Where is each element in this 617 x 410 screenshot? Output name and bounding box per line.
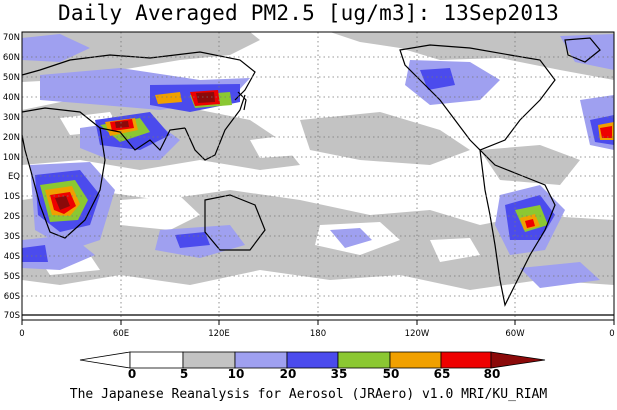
lat-labels: 70N 60N 50N 40N 30N 20N 10N EQ 10S 20S 3… <box>3 33 20 321</box>
colorbar-level: 0 <box>127 367 137 381</box>
colorbar-swatch <box>440 351 492 369</box>
colorbar-swatch <box>234 351 288 369</box>
colorbar-level: 5 <box>179 367 189 381</box>
footer-credit: The Japanese Reanalysis for Aerosol (JRA… <box>69 387 548 402</box>
colorbar-level: 35 <box>330 367 348 381</box>
lon-label: 120E <box>208 329 230 339</box>
lon-label: 0 <box>19 329 24 339</box>
lon-labels: 0 60E 120E 180 120W 60W 0 <box>19 329 614 339</box>
lat-label: 70N <box>3 33 20 43</box>
colorbar-level: 20 <box>279 367 297 381</box>
colorbar-swatch <box>286 351 339 369</box>
lat-label: 40S <box>4 252 20 262</box>
lat-label: 60N <box>3 53 20 63</box>
colorbar-level: 80 <box>483 367 501 381</box>
lat-label: 50N <box>3 73 20 83</box>
colorbar-level: 65 <box>433 367 451 381</box>
pm25-darkred-layer <box>55 92 215 210</box>
coastlines <box>21 37 614 316</box>
lat-label: 10N <box>3 153 20 163</box>
lat-label: 50S <box>4 272 20 282</box>
lon-label: 120W <box>405 329 430 339</box>
lon-label: 60E <box>113 329 129 339</box>
lon-label: 180 <box>310 329 326 339</box>
lat-label: 30N <box>3 113 20 123</box>
colorbar-swatch-upper <box>490 351 546 369</box>
lat-label: 40N <box>3 93 20 103</box>
lat-label: 20S <box>4 212 20 222</box>
lat-label: 60S <box>4 292 20 302</box>
map-title: Daily Averaged PM2.5 [ug/m3]: 13Sep2013 <box>58 1 559 25</box>
colorbar-swatch <box>389 351 442 369</box>
colorbar-level: 10 <box>227 367 245 381</box>
tick-marks <box>21 320 615 325</box>
colorbar-swatch-lower <box>79 351 131 369</box>
lat-label: 10S <box>4 192 20 202</box>
lon-label: 0 <box>609 329 614 339</box>
lat-label: 70S <box>4 311 20 321</box>
colorbar-swatch <box>182 351 236 369</box>
colorbar <box>79 351 546 369</box>
colorbar-level: 50 <box>382 367 400 381</box>
colorbar-swatch <box>129 351 184 369</box>
lat-label: EQ <box>8 172 20 182</box>
lat-label: 30S <box>4 232 20 242</box>
graticule <box>22 32 614 320</box>
colorbar-swatch <box>337 351 391 369</box>
lat-label: 20N <box>3 133 20 143</box>
lon-label: 60W <box>505 329 525 339</box>
